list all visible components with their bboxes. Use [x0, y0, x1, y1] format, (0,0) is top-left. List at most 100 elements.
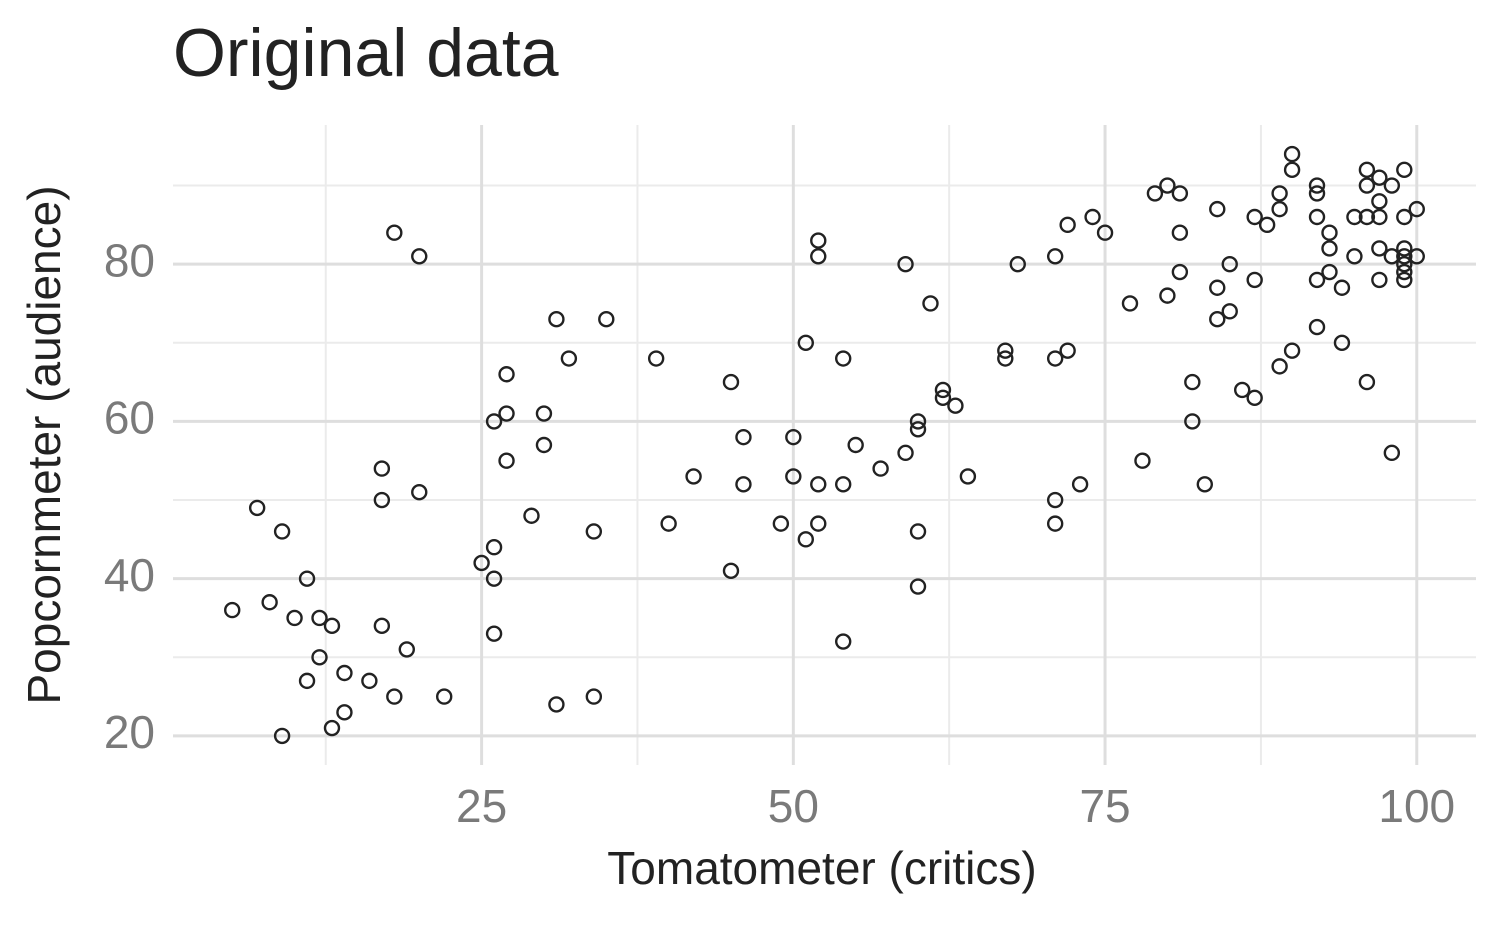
point	[835, 633, 852, 650]
x-axis-title: Tomatometer (critics)	[607, 842, 1036, 894]
point	[1159, 287, 1176, 304]
point	[934, 381, 952, 399]
point	[1209, 200, 1226, 218]
point	[897, 444, 914, 462]
point	[1371, 193, 1388, 210]
point	[797, 334, 814, 351]
point	[785, 468, 802, 485]
point	[1184, 373, 1201, 391]
point	[1209, 279, 1226, 296]
point	[835, 350, 852, 367]
point	[647, 350, 665, 367]
point	[1146, 185, 1164, 202]
point	[1371, 240, 1388, 257]
point	[1271, 200, 1288, 218]
point	[1271, 358, 1288, 375]
point	[1096, 224, 1114, 241]
point	[735, 476, 752, 493]
point	[1171, 185, 1189, 202]
point	[498, 366, 515, 383]
point	[1408, 248, 1425, 265]
point	[311, 649, 328, 666]
point	[224, 601, 241, 619]
point	[1221, 303, 1238, 320]
point	[1358, 177, 1376, 194]
point	[373, 491, 391, 509]
point	[273, 523, 291, 540]
x-tick-label: 100	[1378, 780, 1455, 832]
point	[1046, 248, 1064, 265]
point	[997, 342, 1014, 359]
point	[1046, 491, 1064, 509]
point	[947, 397, 964, 414]
point	[361, 672, 378, 690]
point	[909, 578, 927, 595]
point	[1246, 271, 1263, 289]
point	[810, 248, 827, 265]
point	[248, 499, 266, 517]
point	[498, 452, 515, 469]
point	[1283, 342, 1301, 359]
point	[1308, 208, 1326, 226]
point	[909, 421, 927, 438]
point	[411, 483, 428, 501]
point	[386, 688, 403, 705]
point	[1308, 271, 1326, 289]
point	[1283, 161, 1301, 179]
point	[1084, 208, 1101, 226]
point	[922, 295, 939, 312]
point	[548, 696, 565, 713]
point	[1234, 381, 1251, 399]
x-tick-label: 50	[768, 780, 819, 832]
point	[298, 672, 316, 690]
point	[336, 704, 353, 721]
point	[1346, 208, 1363, 226]
point	[1321, 224, 1338, 241]
x-tick-label: 25	[456, 780, 507, 832]
point	[735, 428, 752, 446]
point	[810, 515, 827, 532]
point	[311, 609, 328, 627]
point	[498, 405, 515, 422]
point	[473, 554, 490, 572]
point	[722, 373, 740, 391]
x-tick-label: 75	[1079, 780, 1130, 832]
point	[1046, 515, 1064, 532]
point	[1396, 271, 1413, 289]
point	[1371, 208, 1388, 226]
point	[585, 523, 603, 540]
point	[1308, 177, 1326, 194]
point	[997, 350, 1014, 367]
point	[660, 515, 677, 532]
point	[1333, 334, 1351, 351]
point	[1059, 342, 1076, 359]
point	[411, 248, 428, 265]
point	[685, 468, 702, 485]
y-tick-label: 40	[104, 549, 155, 601]
point	[1396, 248, 1413, 265]
point	[1308, 185, 1326, 202]
point	[485, 539, 503, 556]
point	[1221, 255, 1238, 273]
point	[1396, 255, 1413, 273]
point	[1358, 208, 1376, 226]
point	[1383, 444, 1401, 462]
point	[1271, 185, 1288, 202]
point	[1358, 373, 1376, 391]
point	[810, 476, 827, 493]
point	[548, 311, 565, 328]
point	[323, 719, 341, 737]
point	[797, 531, 814, 548]
point	[1396, 208, 1413, 226]
point	[1333, 279, 1351, 296]
point	[1283, 145, 1301, 163]
point	[336, 664, 353, 682]
point	[435, 688, 453, 705]
point	[373, 617, 391, 635]
point	[535, 405, 553, 422]
point	[535, 436, 553, 454]
point	[959, 468, 977, 485]
point	[1321, 263, 1338, 281]
point	[934, 389, 952, 407]
